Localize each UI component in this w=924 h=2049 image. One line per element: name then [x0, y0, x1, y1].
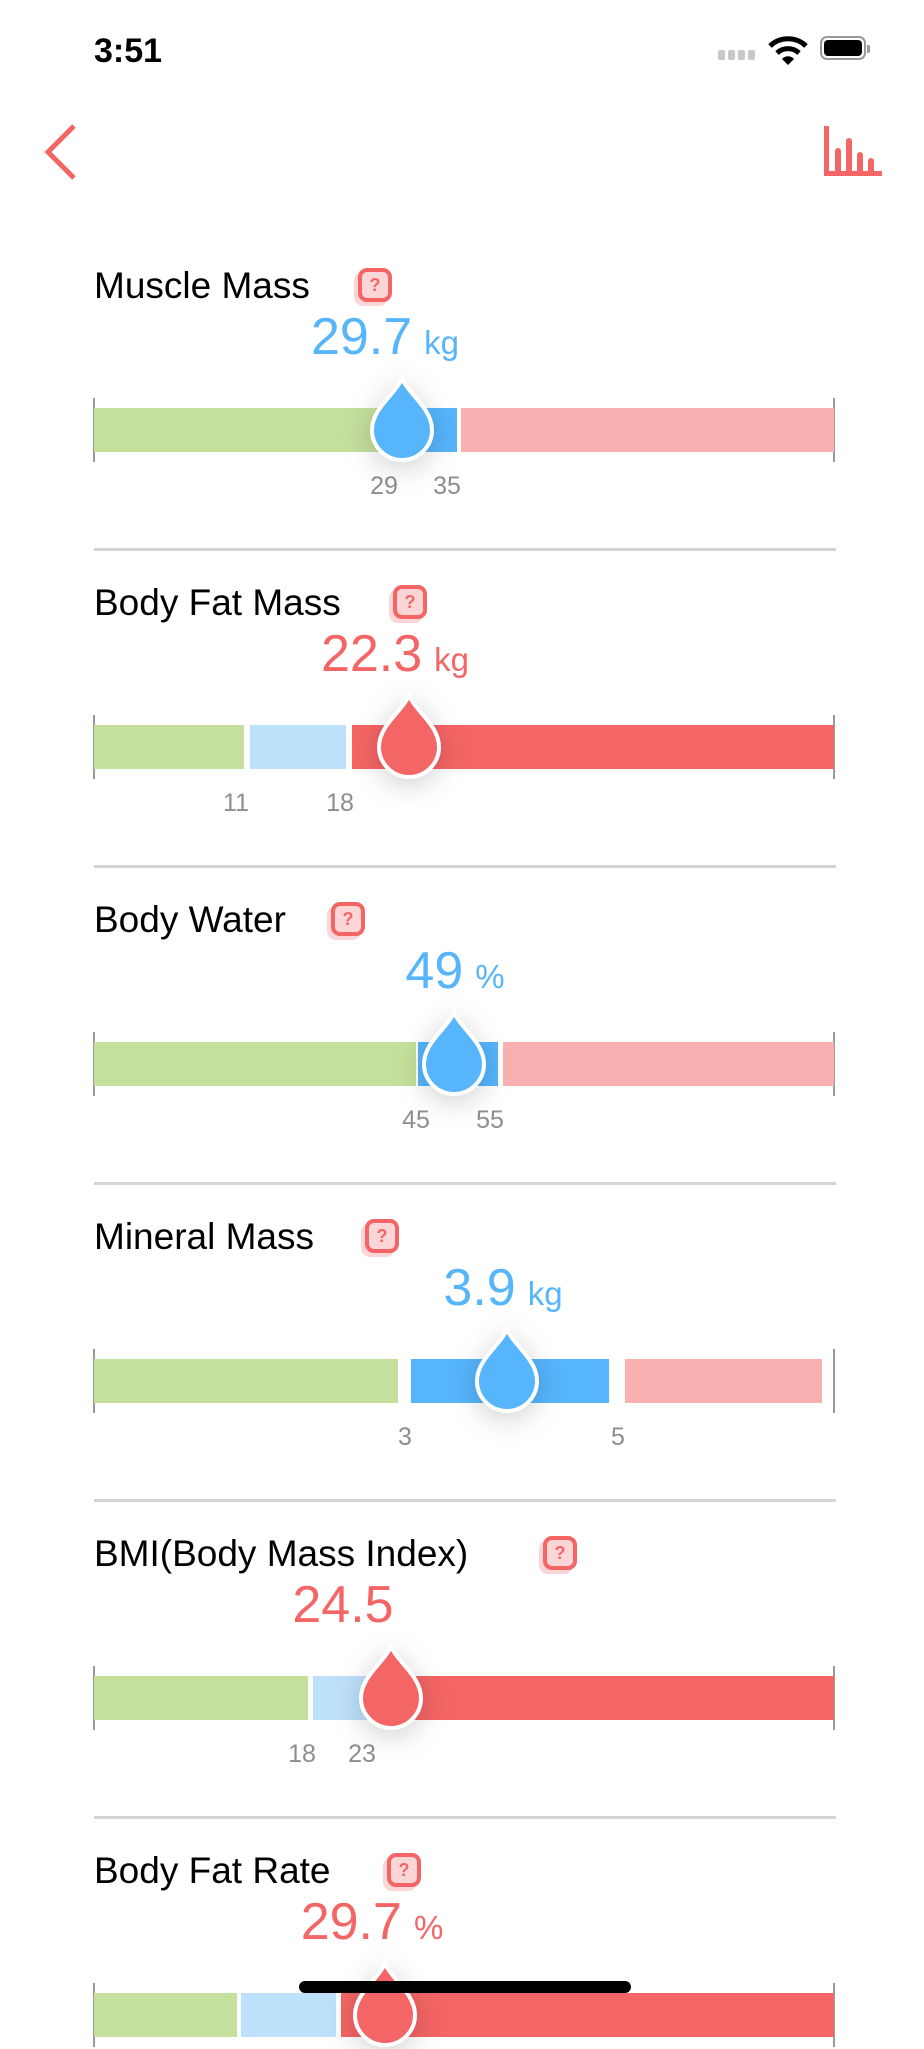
range-segment-green	[94, 1359, 398, 1403]
threshold-label: 29	[370, 472, 398, 500]
metric-title: Body Water	[94, 899, 286, 940]
back-chevron-icon[interactable]	[40, 122, 80, 182]
home-indicator[interactable]	[299, 1981, 631, 1993]
help-icon[interactable]: ?	[387, 1853, 421, 1887]
value-unit: kg	[527, 1275, 563, 1312]
threshold-label: 23	[348, 1740, 376, 1768]
value-number: 49	[405, 942, 464, 1000]
metric-title: Mineral Mass	[94, 1216, 314, 1257]
value-unit: kg	[434, 641, 470, 678]
bar-chart-icon[interactable]	[822, 124, 884, 178]
value-number: 29.7	[300, 1893, 402, 1951]
value-marker-drop-icon	[358, 1642, 424, 1730]
help-icon[interactable]: ?	[393, 585, 427, 619]
value-number: 24.5	[292, 1576, 394, 1634]
threshold-label: 5	[611, 1423, 625, 1451]
value-marker-drop-icon	[369, 374, 435, 462]
range-end-tick	[833, 1349, 835, 1413]
value-unit: kg	[424, 324, 460, 361]
signal-icon	[718, 50, 755, 60]
threshold-label: 55	[476, 1106, 504, 1134]
metric-value: 3.9 kg	[443, 1258, 562, 1318]
value-number: 29.7	[310, 308, 413, 366]
value-marker-drop-icon	[421, 1008, 487, 1096]
threshold-label: 18	[326, 789, 354, 817]
section-divider	[94, 1182, 836, 1185]
range-end-tick	[833, 715, 835, 779]
section-divider	[94, 865, 836, 868]
metric-title: Body Fat Rate	[94, 1850, 331, 1891]
section-divider	[94, 1816, 836, 1819]
metric-title: Body Fat Mass	[94, 582, 341, 623]
threshold-label: 18	[288, 1740, 316, 1768]
value-number: 22.3	[320, 625, 423, 683]
metric-value: 29.7 kg	[311, 307, 459, 367]
help-icon[interactable]: ?	[358, 268, 392, 302]
range-end-tick	[833, 1032, 835, 1096]
help-icon[interactable]: ?	[543, 1536, 577, 1570]
metric-title: Muscle Mass	[94, 265, 310, 306]
section-divider	[94, 548, 836, 551]
range-segment-light-blue	[250, 725, 346, 769]
threshold-label: 45	[402, 1106, 430, 1134]
threshold-label: 3	[398, 1423, 412, 1451]
range-end-tick	[833, 398, 835, 462]
range-segment-red	[372, 1676, 834, 1720]
threshold-label: 35	[433, 472, 461, 500]
help-icon[interactable]: ?	[365, 1219, 399, 1253]
status-time: 3:51	[94, 32, 163, 70]
value-unit: %	[475, 958, 505, 995]
value-number: 3.9	[443, 1259, 516, 1317]
help-icon[interactable]: ?	[331, 902, 365, 936]
section-divider	[94, 1499, 836, 1502]
metric-value: 49%	[405, 941, 504, 1001]
range-segment-green	[94, 1042, 416, 1086]
metric-title: BMI(Body Mass Index)	[94, 1533, 469, 1574]
range-segment-green	[94, 408, 384, 452]
wifi-icon	[768, 36, 808, 65]
range-segment-pink	[625, 1359, 822, 1403]
range-segment-green	[94, 1676, 308, 1720]
metric-value: 22.3 kg	[321, 624, 469, 684]
range-segment-green	[94, 725, 244, 769]
range-end-tick	[833, 1666, 835, 1730]
battery-icon	[820, 36, 870, 60]
value-unit: %	[413, 1909, 444, 1946]
range-segment-pink	[503, 1042, 834, 1086]
range-segment-pink	[461, 408, 834, 452]
value-marker-drop-icon	[474, 1325, 540, 1413]
value-marker-drop-icon	[376, 691, 442, 779]
threshold-label: 11	[223, 789, 249, 817]
metric-value: 29.7%	[301, 1892, 444, 1952]
metric-value: 24.5	[292, 1575, 405, 1635]
value-marker-drop-icon	[352, 1959, 418, 2047]
